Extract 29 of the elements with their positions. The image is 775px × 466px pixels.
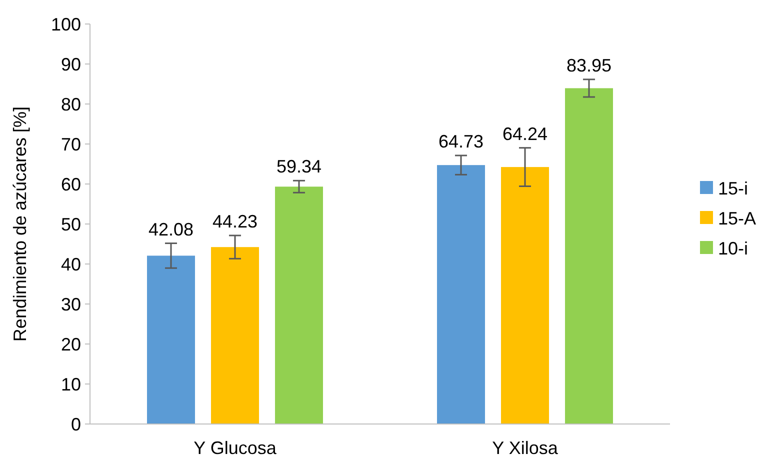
- y-tick-label: 20: [60, 334, 81, 354]
- y-tick-label: 70: [60, 134, 81, 154]
- data-label: 59.34: [276, 156, 322, 177]
- y-tick-label: 50: [60, 214, 81, 234]
- bar: [565, 88, 613, 424]
- y-tick-label: 0: [70, 414, 81, 434]
- data-label: 64.24: [502, 124, 548, 144]
- y-tick-label: 60: [60, 174, 81, 194]
- legend-label: 15-A: [718, 208, 756, 228]
- legend-label: 15-i: [718, 178, 748, 198]
- data-label: 42.08: [148, 219, 194, 240]
- y-axis-title: Rendimiento de azúcares [%]: [10, 106, 30, 342]
- bar: [275, 186, 323, 424]
- data-label: 64.73: [438, 131, 484, 152]
- x-tick-label: Y Xilosa: [492, 438, 559, 458]
- y-tick-label: 90: [60, 54, 81, 74]
- bar: [211, 247, 259, 424]
- data-label: 83.95: [566, 55, 612, 76]
- data-label: 44.23: [212, 211, 258, 232]
- bar: [437, 165, 485, 424]
- y-tick-label: 100: [50, 14, 81, 34]
- y-tick-label: 30: [60, 294, 81, 314]
- x-tick-label: Y Glucosa: [194, 438, 278, 458]
- bar: [147, 256, 195, 424]
- y-tick-label: 10: [60, 374, 81, 394]
- y-tick-label: 80: [60, 94, 81, 114]
- legend-label: 10-i: [718, 238, 748, 258]
- y-tick-label: 40: [60, 254, 81, 274]
- bar: [501, 167, 549, 424]
